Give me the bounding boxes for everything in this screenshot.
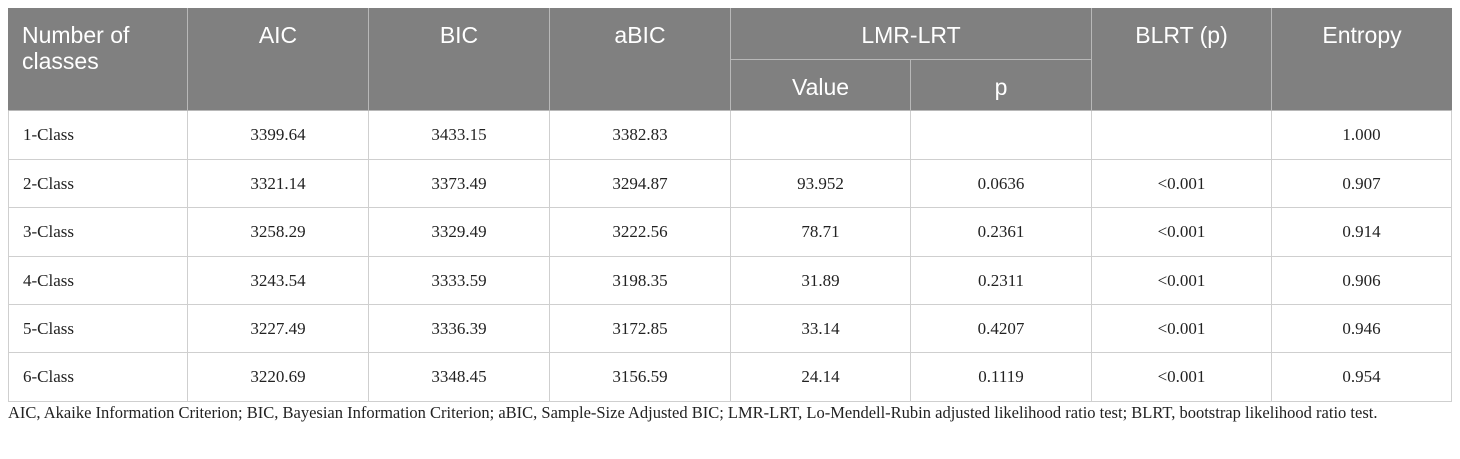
table-cell: 3172.85 [550,305,731,353]
table-cell: 3329.49 [369,208,550,257]
table-cell: 0.1119 [911,353,1092,402]
header-cell: AIC [188,8,369,111]
row-label: 3-Class [8,208,188,257]
table-cell: 33.14 [731,305,911,353]
table-cell [1092,111,1272,160]
table-cell [911,111,1092,160]
table-cell: <0.001 [1092,160,1272,208]
table-cell: 0.907 [1272,160,1452,208]
header-sub-cell: Value [731,60,911,111]
table-cell: <0.001 [1092,208,1272,257]
table-cell: 0.2361 [911,208,1092,257]
table-cell: 78.71 [731,208,911,257]
table-cell: 3399.64 [188,111,369,160]
header-cell: Entropy [1272,8,1452,111]
table-cell: 3433.15 [369,111,550,160]
table-cell: 3333.59 [369,257,550,305]
table-cell: 0.4207 [911,305,1092,353]
table-cell: 3336.39 [369,305,550,353]
table-cell: 0.946 [1272,305,1452,353]
header-cell: BLRT (p) [1092,8,1272,111]
table-note: AIC, Akaike Information Criterion; BIC, … [8,403,1378,422]
header-sub-cell: p [911,60,1092,111]
row-label: 2-Class [8,160,188,208]
table-cell: 0.914 [1272,208,1452,257]
table-cell: <0.001 [1092,257,1272,305]
table-cell: <0.001 [1092,305,1272,353]
table-cell: 3382.83 [550,111,731,160]
table-cell: 3198.35 [550,257,731,305]
row-label: 4-Class [8,257,188,305]
table-cell: 0.906 [1272,257,1452,305]
table-cell: 3321.14 [188,160,369,208]
row-label: 1-Class [8,111,188,160]
table-cell: 31.89 [731,257,911,305]
row-label: 6-Class [8,353,188,402]
table-cell: 3222.56 [550,208,731,257]
table-cell: 93.952 [731,160,911,208]
table-cell: 3373.49 [369,160,550,208]
table-cell [731,111,911,160]
row-label: 5-Class [8,305,188,353]
header-group-cell: LMR-LRT [731,8,1092,60]
table-cell: 3348.45 [369,353,550,402]
table-cell: 24.14 [731,353,911,402]
table-cell: 0.0636 [911,160,1092,208]
header-cell: Number of classes [8,8,188,111]
table-cell: 3258.29 [188,208,369,257]
table-cell: 0.954 [1272,353,1452,402]
table-cell: 3220.69 [188,353,369,402]
table-cell: 1.000 [1272,111,1452,160]
table-cell: 3243.54 [188,257,369,305]
table-cell: <0.001 [1092,353,1272,402]
header-cell: aBIC [550,8,731,111]
table-cell: 0.2311 [911,257,1092,305]
table-cell: 3227.49 [188,305,369,353]
table-cell: 3156.59 [550,353,731,402]
header-cell: BIC [369,8,550,111]
table-cell: 3294.87 [550,160,731,208]
